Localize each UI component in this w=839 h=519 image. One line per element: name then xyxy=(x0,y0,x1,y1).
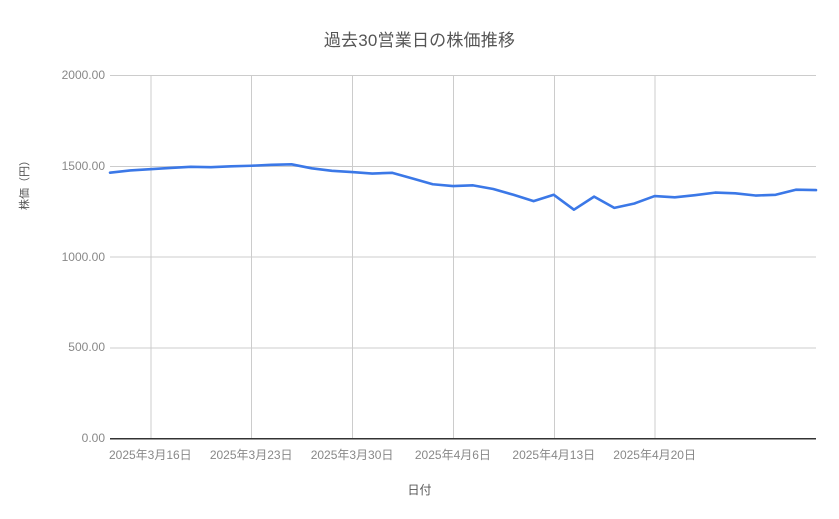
x-tick-label: 2025年3月23日 xyxy=(209,448,293,462)
x-tick-label: 2025年4月6日 xyxy=(414,448,491,462)
x-axis-title: 日付 xyxy=(407,483,432,497)
x-tick-label: 2025年3月16日 xyxy=(108,448,192,462)
y-tick-label: 500.00 xyxy=(68,340,105,355)
x-tick-label: 2025年3月30日 xyxy=(310,448,394,462)
horizontal-gridlines xyxy=(110,75,816,349)
y-tick-label: 1500.00 xyxy=(61,158,105,173)
vertical-gridlines xyxy=(150,75,656,438)
x-tick-label: 2025年4月13日 xyxy=(512,448,596,462)
stock-price-series-line xyxy=(108,163,818,211)
x-tick-label: 2025年4月20日 xyxy=(613,448,696,462)
y-tick-label: 2000.00 xyxy=(61,68,105,82)
chart-title: 過去30営業日の株価推移 xyxy=(323,31,516,50)
y-tick-label: 1000.00 xyxy=(61,249,105,264)
y-tick-label: 0.00 xyxy=(81,431,105,445)
